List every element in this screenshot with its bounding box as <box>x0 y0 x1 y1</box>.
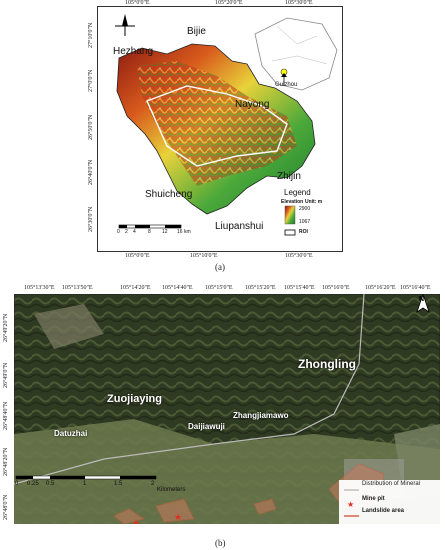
b-lon-7: 105°16'0"E <box>322 285 350 291</box>
caption-b: (b) <box>215 538 226 548</box>
legend-mineral: Distribution of Mineral <box>362 481 421 487</box>
label-nayong: Nayong <box>235 99 270 110</box>
b-lon-9: 105°16'40"E <box>400 285 431 291</box>
b-scale-3: 1 <box>83 481 87 487</box>
a-lat-3: 26°40'0"N <box>88 159 94 185</box>
a-lon-top-2: 105°30'0"E <box>285 0 313 6</box>
b-lon-4: 105°15'0"E <box>205 285 233 291</box>
a-lon-bottom-1: 105°10'0"E <box>190 253 218 259</box>
legend-mine-pit: Mine pit <box>362 496 385 502</box>
elevation-colorbar <box>284 205 296 225</box>
scale-tick-0: 0 <box>117 229 120 235</box>
legend-unit: Unit: m <box>305 199 323 205</box>
a-lat-0: 27°10'0"N <box>88 22 94 48</box>
b-lon-5: 105°15'20"E <box>245 285 276 291</box>
b-lat-3: 26°48'20"N <box>3 447 9 476</box>
legend-landslide: Landslide area <box>362 508 405 514</box>
map-b-satellite: ★ ★ ★ ★ <box>14 294 440 524</box>
label-liupanshui: Liupanshui <box>215 221 264 232</box>
mineral-distribution-line <box>14 294 365 485</box>
b-lon-3: 105°14'40"E <box>162 285 193 291</box>
scale-bar-a <box>118 224 182 229</box>
landslide-area-3 <box>253 498 277 515</box>
a-lon-top-0: 105°0'0"E <box>125 0 150 6</box>
b-scale-1: 0.25 <box>27 481 39 487</box>
label-zhangjiamawo: Zhangjiamawo <box>233 411 289 420</box>
b-scale-4: 1.5 <box>114 481 123 487</box>
a-lat-4: 26°30'0"N <box>88 206 94 232</box>
label-daijiawuji: Daijiawuji <box>188 422 225 431</box>
b-lat-1: 26°49'0"N <box>3 362 9 388</box>
b-lon-8: 105°16'20"E <box>365 285 396 291</box>
map-a: Bijie Hezhang Nayong Guizhou Zhijin Shui… <box>97 6 343 252</box>
label-shuicheng: Shuicheng <box>145 189 193 200</box>
b-lon-6: 105°15'40"E <box>284 285 315 291</box>
scale-tick-3: 8 <box>148 229 151 235</box>
roi-outline <box>146 85 288 167</box>
north-arrow-b <box>416 294 430 313</box>
legend-min: 1067 <box>299 219 311 225</box>
north-arrow-a <box>115 14 135 36</box>
a-lat-1: 27°0'0"N <box>88 69 94 92</box>
scale-tick-1: 2 <box>125 229 128 235</box>
label-hezhang: Hezhang <box>113 46 154 57</box>
scale-bar-b <box>15 475 157 480</box>
label-datuzhai: Datuzhai <box>54 429 88 438</box>
legend-elevation-label: Elevation <box>281 199 304 205</box>
b-scale-5: 2 <box>151 481 155 487</box>
label-zuojiaying: Zuojiaying <box>107 393 162 405</box>
north-label-b: N <box>419 296 425 303</box>
legend-max: 2900 <box>299 206 311 212</box>
a-lon-top-1: 105°20'0"E <box>215 0 243 6</box>
label-zhongling: Zhongling <box>298 357 356 371</box>
a-lon-bottom-2: 105°30'0"E <box>285 253 313 259</box>
roi-swatch <box>284 229 296 236</box>
b-lat-2: 26°48'40"N <box>3 401 9 430</box>
a-lat-2: 26°50'0"N <box>88 114 94 140</box>
svg-text:★: ★ <box>347 500 354 509</box>
mine-pit-1: ★ <box>132 519 140 524</box>
legend-roi: ROI <box>299 229 308 235</box>
scale-tick-5: 16 km <box>177 229 191 235</box>
b-lat-0: 26°49'20"N <box>3 313 9 342</box>
scale-tick-4: 12 <box>162 229 168 235</box>
landslide-area-1 <box>113 508 145 524</box>
map-a-graphic <box>97 6 343 252</box>
b-scale-0: 0 <box>15 481 19 487</box>
map-b: ★ ★ ★ ★ Zhongling Zuojiaying Daijiawuji … <box>14 294 440 524</box>
b-lat-4: 26°48'0"N <box>3 494 9 520</box>
b-lon-0: 105°13'30"E <box>24 285 55 291</box>
mine-pit-2: ★ <box>174 513 182 523</box>
label-zhijin: Zhijin <box>277 171 301 182</box>
b-lon-1: 105°13'50"E <box>62 285 93 291</box>
b-scale-unit: Kilometers <box>157 487 186 493</box>
caption-a: (a) <box>215 262 225 272</box>
b-lon-2: 105°14'20"E <box>120 285 151 291</box>
legend-title-a: Legend <box>284 188 311 197</box>
a-lon-bottom-0: 105°0'0"E <box>125 253 150 259</box>
landslide-area-2 <box>155 498 195 523</box>
b-scale-2: 0.5 <box>46 481 55 487</box>
legend-box-b: ★ <box>339 480 440 524</box>
label-bijie: Bijie <box>187 26 206 37</box>
label-guizhou: Guizhou <box>275 82 298 88</box>
scale-tick-2: 4 <box>133 229 136 235</box>
